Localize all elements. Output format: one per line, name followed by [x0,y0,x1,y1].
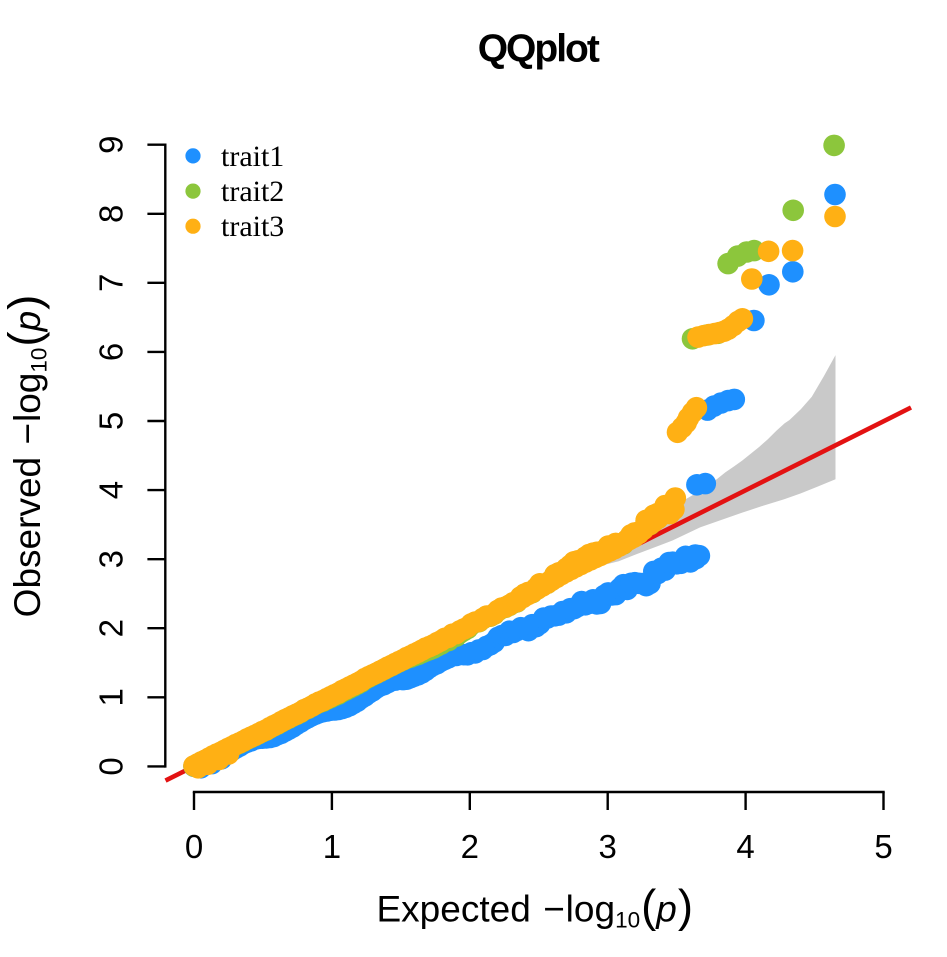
svg-text:3: 3 [599,828,617,865]
svg-text:6: 6 [93,343,130,361]
svg-text:2: 2 [461,828,479,865]
svg-text:QQplot: QQplot [478,27,600,70]
svg-text:trait1: trait1 [221,140,284,173]
svg-text:0: 0 [93,757,130,775]
svg-text:8: 8 [93,205,130,223]
svg-text:1: 1 [93,688,130,706]
svg-text:4: 4 [736,828,754,865]
svg-text:3: 3 [93,550,130,568]
svg-text:9: 9 [93,136,130,154]
svg-text:5: 5 [93,412,130,430]
svg-text:4: 4 [93,481,130,499]
svg-text:1: 1 [323,828,341,865]
svg-text:trait2: trait2 [221,175,284,208]
svg-text:Observed −log10(p): Observed −log10(p) [0,295,51,618]
svg-text:2: 2 [93,619,130,637]
svg-text:Expected −log10(p): Expected −log10(p) [377,880,693,932]
svg-text:7: 7 [93,274,130,292]
svg-text:0: 0 [185,828,203,865]
svg-text:5: 5 [874,828,892,865]
svg-text:trait3: trait3 [221,210,284,243]
